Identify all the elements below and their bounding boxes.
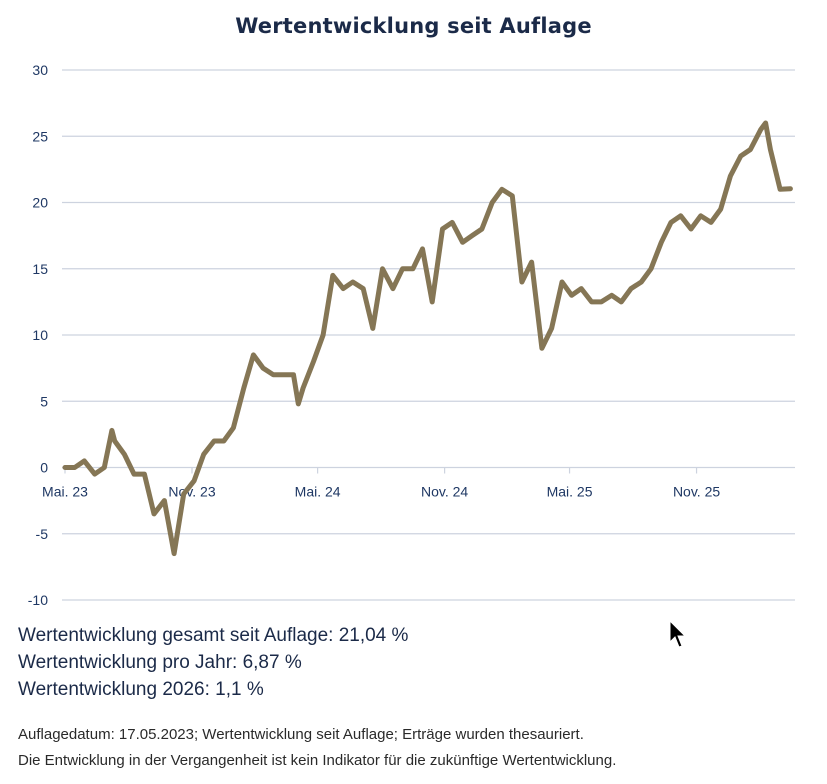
x-tick-label: Nov. 23	[168, 484, 215, 500]
chart-title: Wertentwicklung seit Auflage	[235, 14, 592, 38]
y-tick-label: -5	[36, 526, 49, 542]
y-tick-label: 0	[40, 460, 48, 476]
x-tick-label: Mai. 24	[295, 484, 341, 500]
y-tick-label: 30	[32, 62, 48, 78]
performance-stats: Wertentwicklung gesamt seit Auflage: 21,…	[18, 622, 408, 703]
footnote-launch: Auflagedatum: 17.05.2023; Wertentwicklun…	[18, 726, 584, 743]
performance-chart: 30 25 20 15 10 5 0 -5 -10 Mai. 23 Nov. 23 Mai. 24 No…	[28, 62, 795, 608]
x-tick-label: Nov. 24	[421, 484, 468, 500]
y-tick-label: 5	[40, 393, 48, 409]
y-tick-label: 20	[32, 195, 48, 211]
stat-ytd: Wertentwicklung 2026: 1,1 %	[18, 679, 264, 700]
mouse-pointer-icon	[668, 619, 688, 655]
y-tick-label: 10	[32, 327, 48, 343]
y-tick-label: 25	[32, 128, 48, 144]
x-tick-label: Mai. 23	[42, 484, 88, 500]
footnotes: Auflagedatum: 17.05.2023; Wertentwicklun…	[18, 722, 616, 774]
stat-total: Wertentwicklung gesamt seit Auflage: 21,…	[18, 625, 409, 646]
y-tick-label: -10	[28, 592, 48, 608]
x-tick-label: Mai. 25	[547, 484, 593, 500]
stat-per-year: Wertentwicklung pro Jahr: 6,87 %	[18, 652, 302, 673]
x-tick-label: Nov. 25	[673, 484, 720, 500]
y-tick-label: 15	[32, 261, 48, 277]
footnote-disclaimer: Die Entwicklung in der Vergangenheit ist…	[18, 752, 617, 769]
